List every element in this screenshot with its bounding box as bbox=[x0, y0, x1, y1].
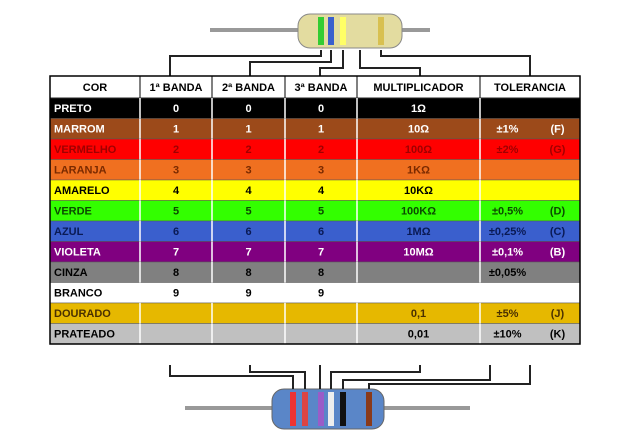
color-name: VIOLETA bbox=[54, 247, 101, 259]
cell-value: 1 bbox=[173, 124, 179, 136]
cell-value: 8 bbox=[173, 267, 179, 279]
color-name: BRANCO bbox=[54, 288, 103, 300]
color-name: VERMELHO bbox=[54, 144, 117, 156]
color-name: AZUL bbox=[54, 226, 84, 238]
color-name: CINZA bbox=[54, 267, 88, 279]
cell-value: ±1% bbox=[497, 124, 519, 136]
cell-value: 1 bbox=[245, 124, 251, 136]
color-name: LARANJA bbox=[54, 165, 107, 177]
cell-value: 10Ω bbox=[408, 124, 429, 136]
cell-value: 4 bbox=[318, 185, 325, 197]
color-name: PRATEADO bbox=[54, 329, 115, 341]
cell-value: 1KΩ bbox=[407, 165, 430, 177]
cell-value: 7 bbox=[318, 247, 324, 259]
cell-value: ±0,1% bbox=[492, 247, 523, 259]
cell-value: 4 bbox=[173, 185, 180, 197]
cell-value: 1 bbox=[318, 124, 324, 136]
row-background bbox=[49, 179, 581, 201]
cell-value: 0,01 bbox=[408, 329, 429, 341]
cell-value: (D) bbox=[550, 206, 566, 218]
cell-value: ±0,5% bbox=[492, 206, 523, 218]
cell-value: 1MΩ bbox=[406, 226, 430, 238]
cell-value: 0 bbox=[318, 103, 324, 115]
cell-value: 0,1 bbox=[411, 308, 426, 320]
cell-value: 6 bbox=[173, 226, 179, 238]
cell-value: 2 bbox=[173, 144, 179, 156]
cell-value: (K) bbox=[550, 329, 566, 341]
cell-value: 3 bbox=[245, 165, 251, 177]
cell-value: 3 bbox=[173, 165, 179, 177]
cell-value: (J) bbox=[551, 308, 565, 320]
header-cell: 2ª BANDA bbox=[222, 82, 275, 94]
cell-value: 8 bbox=[245, 267, 251, 279]
bottom-resistor bbox=[185, 388, 470, 430]
row-background bbox=[49, 97, 581, 119]
top-resistor bbox=[210, 13, 430, 49]
cell-value: 5 bbox=[245, 206, 251, 218]
color-name: DOURADO bbox=[54, 308, 111, 320]
cell-value: 7 bbox=[173, 247, 179, 259]
cell-value: 9 bbox=[173, 288, 179, 300]
header-cell: 1ª BANDA bbox=[150, 82, 203, 94]
row-background bbox=[49, 159, 581, 181]
cell-value: 9 bbox=[318, 288, 324, 300]
cell-value: 6 bbox=[318, 226, 324, 238]
cell-value: 0 bbox=[173, 103, 179, 115]
cell-value: 7 bbox=[245, 247, 251, 259]
color-name: VERDE bbox=[54, 206, 92, 218]
cell-value: 8 bbox=[318, 267, 324, 279]
header-cell: COR bbox=[83, 82, 108, 94]
cell-value: 100KΩ bbox=[401, 206, 436, 218]
cell-value: 10KΩ bbox=[404, 185, 433, 197]
cell-value: 4 bbox=[245, 185, 252, 197]
cell-value: ±2% bbox=[497, 144, 519, 156]
cell-value: 2 bbox=[318, 144, 324, 156]
cell-value: 100Ω bbox=[405, 144, 432, 156]
color-name: PRETO bbox=[54, 103, 92, 115]
table-border bbox=[49, 75, 581, 345]
cell-value: ±10% bbox=[493, 329, 521, 341]
color-name: MARROM bbox=[54, 124, 105, 136]
header-cell: TOLERANCIA bbox=[494, 82, 566, 94]
top-connectors bbox=[169, 50, 531, 76]
color-table: COR 1ª BANDA 2ª BANDA 3ª BANDA MULTIPLICADOR… bbox=[49, 75, 581, 345]
header-cell: 3ª BANDA bbox=[295, 82, 348, 94]
cell-value: 3 bbox=[318, 165, 324, 177]
color-name: AMARELO bbox=[54, 185, 110, 197]
header-cell: MULTIPLICADOR bbox=[373, 82, 463, 94]
cell-value: (C) bbox=[550, 226, 566, 238]
cell-value: 2 bbox=[245, 144, 251, 156]
cell-value: ±5% bbox=[497, 308, 519, 320]
cell-value: (B) bbox=[550, 247, 566, 259]
cell-value: 10MΩ bbox=[403, 247, 433, 259]
bottom-connectors bbox=[169, 365, 531, 389]
cell-value: (G) bbox=[550, 144, 566, 156]
cell-value: 0 bbox=[245, 103, 251, 115]
cell-value: 1Ω bbox=[411, 103, 426, 115]
cell-value: 5 bbox=[318, 206, 324, 218]
cell-value: ±0,05% bbox=[489, 267, 526, 279]
cell-value: 5 bbox=[173, 206, 179, 218]
cell-value: 6 bbox=[245, 226, 251, 238]
cell-value: (F) bbox=[550, 124, 564, 136]
cell-value: ±0,25% bbox=[489, 226, 526, 238]
cell-value: 9 bbox=[245, 288, 251, 300]
row-background bbox=[49, 282, 581, 304]
